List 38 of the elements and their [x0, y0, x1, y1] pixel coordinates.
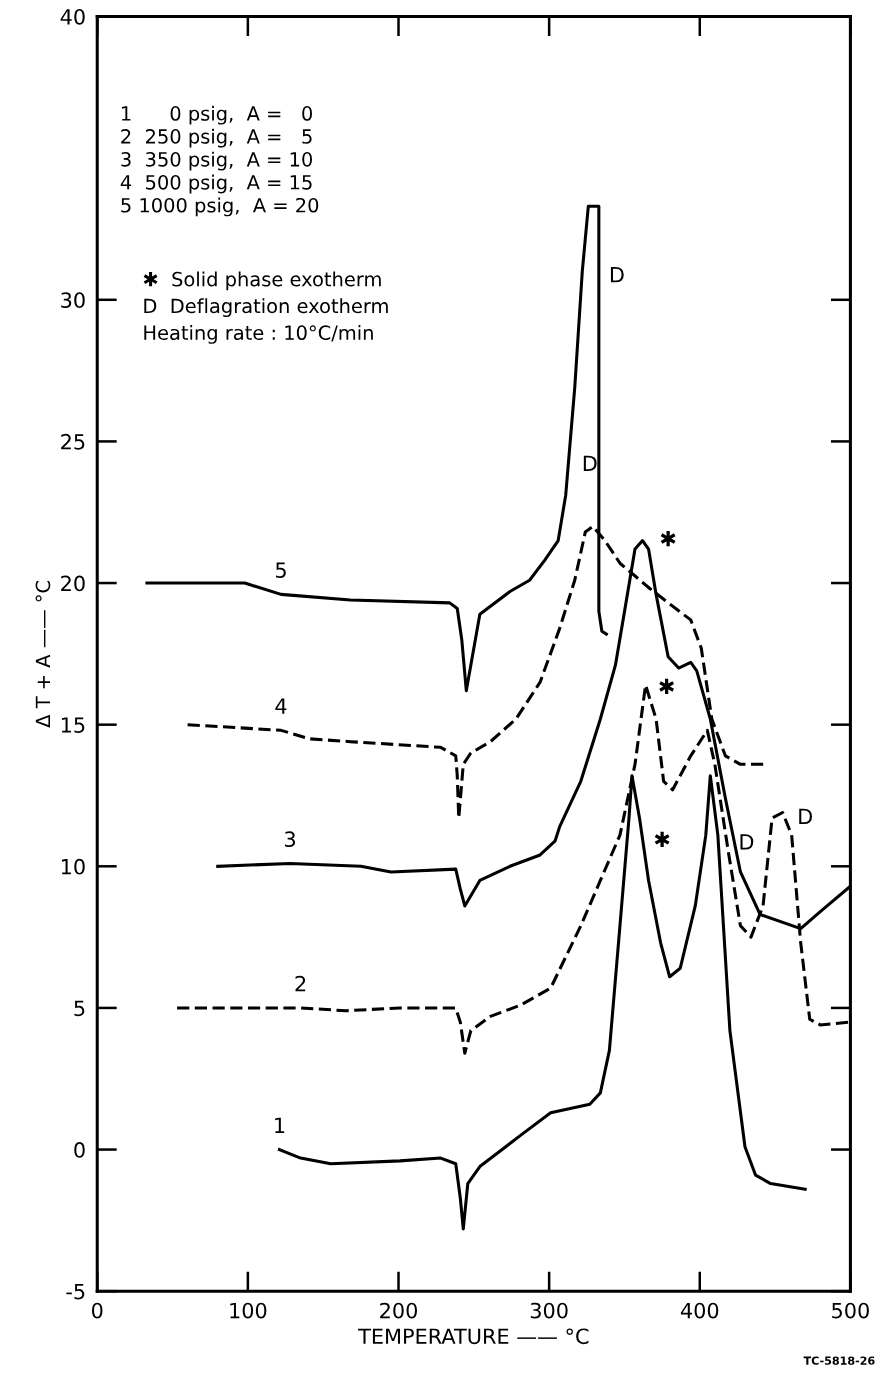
- series-label: 5: [275, 562, 286, 579]
- annotation: D: [740, 834, 754, 850]
- x-tick-label: 200: [380, 1302, 418, 1319]
- y-tick-label: -5: [66, 1283, 85, 1300]
- annotation: 2 250 psig, A = 5: [121, 128, 312, 148]
- annotation: ✱: [660, 530, 676, 547]
- x-axis-title: TEMPERATURE —— °C: [358, 1328, 589, 1345]
- text: TC-5818-26: [803, 1356, 875, 1365]
- y-tick-label: 5: [74, 1000, 85, 1017]
- y-axis-title: Δ T + A —— °C: [35, 580, 51, 728]
- y-tick-label: 30: [61, 292, 85, 308]
- x-tick-label: 400: [680, 1302, 719, 1319]
- annotation: 3 350 psig, A = 10: [121, 151, 313, 171]
- y-tick-label: 10: [61, 858, 85, 875]
- series-label: 3: [285, 831, 296, 848]
- annotation: 5 1000 psig, A = 20: [121, 197, 319, 217]
- x-tick-label: 0: [91, 1302, 103, 1319]
- y-tick-label: 0: [74, 1142, 85, 1158]
- y-tick-label: 25: [61, 433, 85, 450]
- annotation: 1 0 psig, A = 0: [121, 105, 312, 125]
- y-tick-label: 20: [61, 575, 85, 592]
- annotation: D: [610, 267, 624, 283]
- annotation: D: [799, 808, 813, 825]
- annotation: 4 500 psig, A = 15: [120, 174, 312, 194]
- annotation: Heating rate : 10°C/min: [144, 325, 373, 344]
- annotation: ✱: [654, 831, 670, 847]
- series-label: 2: [295, 975, 306, 992]
- y-tick-label: 40: [60, 8, 85, 25]
- x-tick-label: 300: [530, 1302, 568, 1319]
- annotation: ✱: [659, 678, 675, 695]
- x-tick-label: 100: [230, 1302, 267, 1319]
- x-tick-label: 500: [832, 1302, 869, 1319]
- y-tick-label: 15: [61, 717, 85, 733]
- annotation: D: [583, 455, 597, 471]
- series-label: 4: [275, 698, 287, 714]
- annotation: ✱ Solid phase exotherm: [143, 271, 381, 291]
- annotation: D Deflagration exotherm: [144, 298, 388, 318]
- series-label: 1: [275, 1117, 285, 1133]
